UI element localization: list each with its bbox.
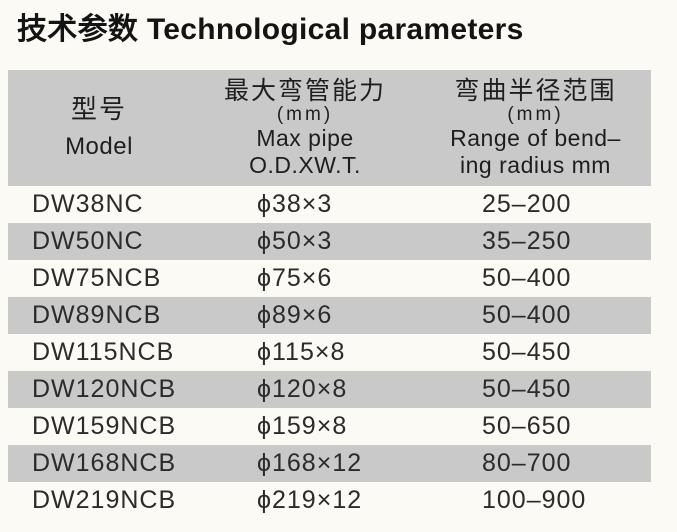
table-row: DW168NCB ϕ168×12 80–700 (8, 445, 651, 482)
cell-radius: 50–400 (482, 301, 572, 329)
header-col-capacity: 最大弯管能力 (mm) Max pipe O.D.XW.T. (190, 76, 420, 179)
cell-radius: 25–200 (482, 190, 572, 218)
cell-capacity: ϕ50×3 (257, 227, 333, 255)
header-capacity-zh: 最大弯管能力 (223, 76, 386, 105)
table-row: DW120NCB ϕ120×8 50–450 (8, 371, 651, 408)
cell-capacity: ϕ120×8 (257, 375, 348, 403)
cell-model: DW50NC (32, 227, 144, 255)
cell-capacity: ϕ159×8 (257, 412, 348, 440)
parameters-table: 型号 Model 最大弯管能力 (mm) Max pipe O.D.XW.T. … (8, 70, 651, 519)
cell-radius: 50–450 (482, 375, 572, 403)
header-model-en: Model (65, 133, 133, 160)
table-row: DW219NCB ϕ219×12 100–900 (8, 482, 651, 519)
table-header: 型号 Model 最大弯管能力 (mm) Max pipe O.D.XW.T. … (8, 70, 651, 186)
header-col-radius: 弯曲半径范围 (mm) Range of bend– ing radius mm (420, 76, 651, 179)
cell-radius: 50–400 (482, 264, 572, 292)
cell-model: DW219NCB (32, 486, 177, 514)
cell-model: DW168NCB (32, 449, 177, 477)
cell-model: DW115NCB (32, 338, 175, 366)
table-row: DW50NC ϕ50×3 35–250 (8, 223, 651, 260)
header-model-zh: 型号 (70, 94, 127, 124)
cell-capacity: ϕ89×6 (257, 301, 333, 329)
cell-model: DW38NC (32, 190, 144, 218)
page-title: 技术参数 Technological parameters (17, 13, 524, 46)
header-radius-unit: (mm) (507, 103, 564, 125)
cell-radius: 35–250 (482, 227, 572, 255)
cell-capacity: ϕ38×3 (257, 190, 333, 218)
cell-radius: 50–450 (482, 338, 572, 366)
header-capacity-unit: (mm) (276, 103, 334, 125)
header-radius-zh: 弯曲半径范围 (454, 76, 617, 105)
table-row: DW75NCB ϕ75×6 50–400 (8, 260, 651, 297)
header-capacity-en1: Max pipe (256, 124, 354, 151)
cell-model: DW159NCB (32, 412, 177, 440)
header-radius-en1: Range of bend– (450, 124, 621, 151)
header-capacity-en2: O.D.XW.T. (249, 151, 361, 178)
table-row: DW89NCB ϕ89×6 50–400 (8, 297, 651, 334)
header-col-model: 型号 Model (8, 94, 190, 161)
cell-capacity: ϕ168×12 (257, 449, 363, 477)
cell-radius: 50–650 (482, 412, 572, 440)
cell-capacity: ϕ219×12 (257, 486, 363, 514)
cell-model: DW75NCB (32, 264, 162, 292)
table-row: DW159NCB ϕ159×8 50–650 (8, 408, 651, 445)
header-radius-en2: ing radius mm (460, 151, 611, 178)
table-row: DW38NC ϕ38×3 25–200 (8, 186, 651, 223)
table-row: DW115NCB ϕ115×8 50–450 (8, 334, 651, 371)
cell-capacity: ϕ115×8 (257, 338, 346, 366)
cell-radius: 100–900 (482, 486, 587, 514)
cell-capacity: ϕ75×6 (257, 264, 333, 292)
cell-radius: 80–700 (482, 449, 572, 477)
cell-model: DW89NCB (32, 301, 162, 329)
cell-model: DW120NCB (32, 375, 177, 403)
